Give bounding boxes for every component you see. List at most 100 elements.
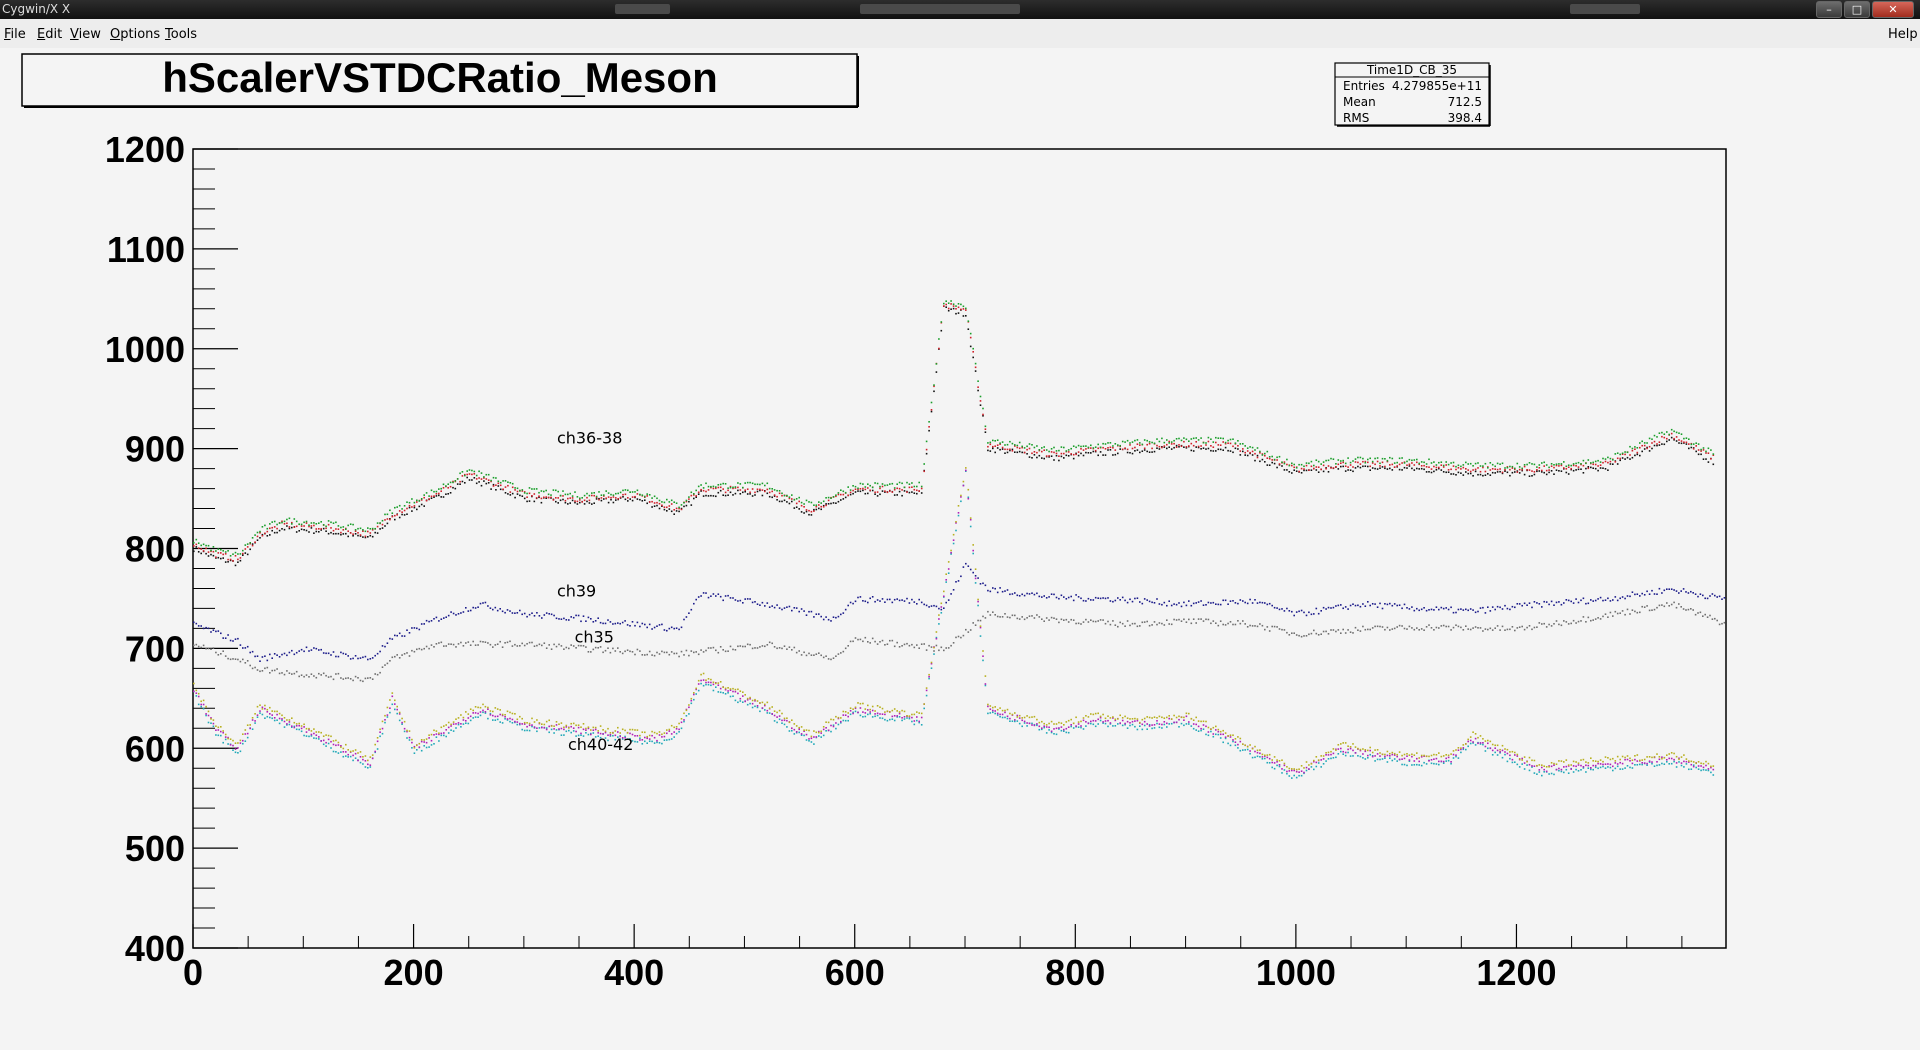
data-point — [1072, 619, 1075, 621]
data-point — [938, 649, 940, 652]
data-point — [1501, 608, 1504, 610]
data-point — [254, 720, 256, 722]
root-canvas[interactable]: hScalerVSTDCRatio_Meson Time1D_CB_35 Ent… — [0, 48, 1920, 1050]
data-point — [746, 488, 749, 490]
data-point — [1026, 715, 1028, 717]
data-point — [1482, 474, 1484, 477]
data-point — [1558, 623, 1560, 626]
data-point — [1700, 765, 1702, 767]
data-point — [1021, 725, 1023, 728]
data-point — [1112, 620, 1114, 622]
data-point — [1102, 721, 1104, 723]
data-point — [1210, 728, 1212, 730]
menu-tools[interactable]: Tools — [165, 27, 198, 42]
data-point — [423, 741, 425, 743]
data-point — [1541, 462, 1543, 464]
menu-options[interactable]: Options — [110, 27, 161, 42]
data-point — [1536, 470, 1538, 473]
data-point — [352, 657, 354, 660]
data-point — [1293, 774, 1295, 777]
data-point — [1389, 456, 1391, 459]
menu-help[interactable]: Help — [1888, 27, 1918, 42]
minimize-button[interactable]: – — [1816, 1, 1842, 18]
data-point — [1398, 457, 1401, 460]
data-point — [717, 691, 720, 693]
data-point — [325, 741, 327, 744]
data-point — [1712, 454, 1715, 456]
data-point — [977, 577, 979, 579]
data-point — [1528, 475, 1531, 477]
data-point — [695, 688, 697, 691]
data-point — [742, 486, 744, 489]
data-point — [1367, 749, 1369, 752]
data-point — [1121, 596, 1124, 599]
maximize-button[interactable]: □ — [1844, 1, 1870, 18]
data-point — [663, 651, 666, 654]
data-point — [516, 645, 519, 647]
data-point — [452, 723, 455, 725]
data-point — [840, 722, 842, 724]
data-point — [1570, 600, 1572, 603]
data-point — [394, 703, 396, 705]
data-point — [786, 494, 788, 497]
data-point — [1278, 455, 1281, 458]
data-point — [249, 542, 251, 544]
data-point — [425, 645, 428, 648]
data-point — [1518, 472, 1521, 474]
data-point — [259, 530, 261, 533]
data-point — [1293, 469, 1295, 471]
data-point — [1526, 469, 1528, 471]
data-point — [239, 559, 242, 562]
stats-box[interactable]: Time1D_CB_35 Entries 4.279855e+11 Mean 7… — [1334, 62, 1491, 127]
data-point — [1538, 470, 1541, 472]
data-point — [1219, 437, 1222, 439]
data-point — [318, 531, 320, 533]
data-point — [227, 550, 229, 552]
data-point — [1668, 588, 1670, 590]
data-point — [1695, 442, 1697, 444]
data-point — [925, 452, 928, 455]
data-point — [545, 720, 548, 723]
data-point — [195, 546, 198, 548]
data-point — [467, 641, 470, 643]
data-point — [960, 494, 962, 497]
data-point — [697, 683, 700, 685]
data-point — [837, 615, 840, 618]
data-point — [342, 678, 345, 680]
data-point — [283, 520, 286, 523]
data-point — [737, 489, 739, 492]
data-point — [818, 613, 820, 615]
data-point — [771, 488, 773, 490]
data-point — [425, 741, 428, 744]
data-point — [1543, 768, 1545, 771]
data-point — [1702, 769, 1705, 771]
data-point — [697, 653, 700, 656]
data-point — [264, 717, 266, 719]
menu-view[interactable]: View — [70, 27, 101, 42]
data-point — [1408, 625, 1411, 628]
data-point — [996, 714, 999, 716]
data-point — [602, 729, 604, 731]
data-point — [528, 724, 531, 727]
data-point — [1472, 469, 1474, 471]
data-point — [205, 626, 207, 629]
data-point — [445, 729, 447, 731]
data-point — [1185, 604, 1188, 607]
data-point — [1202, 728, 1205, 730]
menu-file[interactable]: File — [4, 27, 26, 42]
menu-edit[interactable]: Edit — [37, 27, 63, 42]
close-button[interactable]: ✕ — [1872, 1, 1914, 18]
data-point — [1021, 616, 1023, 618]
data-point — [1624, 453, 1626, 456]
data-point — [335, 739, 337, 742]
data-point — [629, 491, 631, 493]
data-point — [901, 717, 903, 719]
data-point — [1014, 720, 1016, 723]
data-point — [535, 497, 538, 499]
data-point — [1067, 621, 1070, 623]
data-point — [685, 709, 688, 712]
data-point — [1616, 452, 1619, 454]
data-point — [688, 713, 690, 715]
y-tick-label: 1200 — [105, 129, 185, 170]
data-point — [1369, 465, 1371, 468]
